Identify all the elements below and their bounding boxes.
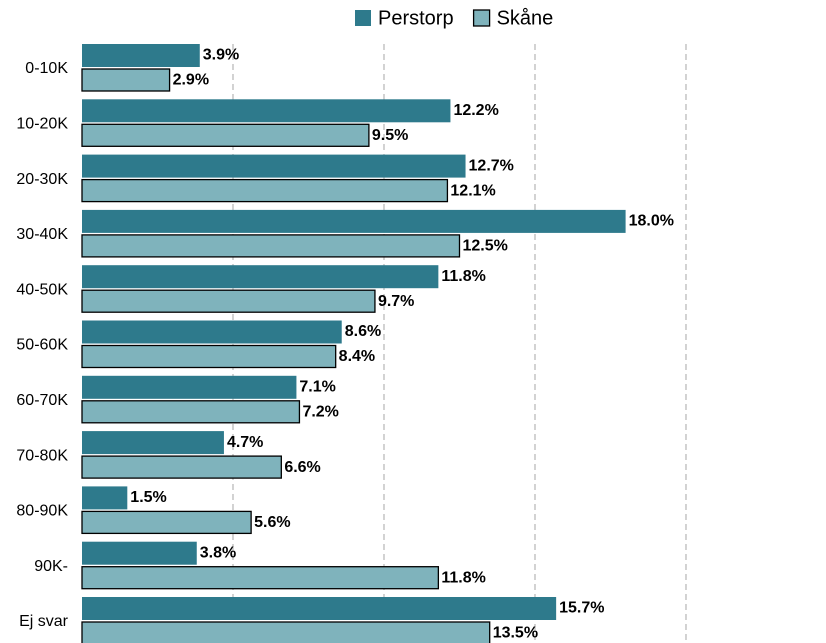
bar	[81, 289, 376, 313]
data-label: 3.9%	[203, 47, 239, 64]
legend-label: Perstorp	[378, 7, 454, 29]
data-label: 12.2%	[453, 102, 498, 119]
bar	[81, 510, 252, 535]
y-tick-label: 50-60K	[16, 337, 68, 354]
bar	[82, 44, 200, 67]
y-tick-label: Ej svar	[19, 613, 69, 630]
bar	[82, 209, 626, 233]
data-label: 2.9%	[173, 72, 209, 89]
bar	[81, 68, 171, 92]
data-label: 3.8%	[200, 544, 236, 561]
y-tick-label: 90K-	[34, 558, 68, 575]
data-label: 11.8%	[441, 268, 485, 285]
bar	[81, 123, 370, 147]
data-label: 9.7%	[378, 293, 414, 310]
data-label: 12.7%	[469, 157, 514, 174]
data-label: 4.7%	[227, 434, 263, 451]
data-label: 1.5%	[130, 489, 166, 506]
legend-swatch	[472, 9, 491, 27]
data-label: 6.6%	[284, 459, 320, 476]
y-tick-label: 80-90K	[16, 503, 68, 520]
bar	[81, 566, 440, 590]
data-label: 13.5%	[493, 625, 538, 642]
data-label: 18.0%	[629, 213, 674, 230]
bar	[82, 431, 224, 455]
y-tick-label: 30-40K	[16, 226, 68, 243]
data-label: 7.2%	[302, 404, 338, 421]
bar	[82, 99, 451, 123]
bar	[82, 375, 297, 399]
data-label: 7.1%	[299, 379, 335, 396]
data-label: 11.8%	[441, 569, 485, 586]
bar	[82, 154, 466, 178]
y-tick-label: 60-70K	[16, 392, 68, 409]
y-tick-label: 0-10K	[25, 60, 68, 77]
data-label: 15.7%	[559, 600, 604, 617]
bar	[81, 234, 461, 258]
y-tick-label: 10-20K	[16, 116, 68, 133]
data-label: 8.4%	[339, 348, 375, 365]
bar	[81, 178, 449, 203]
bar	[81, 455, 282, 479]
data-label: 8.6%	[345, 323, 381, 340]
bar	[81, 344, 337, 369]
y-tick-label: 70-80K	[16, 447, 68, 464]
y-tick-label: 40-50K	[16, 281, 68, 298]
bar	[82, 320, 342, 344]
data-label: 5.6%	[254, 514, 290, 531]
legend-label: Skåne	[497, 7, 554, 29]
data-label: 12.1%	[450, 182, 495, 199]
bar	[82, 265, 439, 289]
bar	[81, 621, 491, 643]
bar	[82, 597, 557, 620]
data-label: 12.5%	[463, 238, 508, 255]
bar	[82, 486, 128, 510]
bar	[82, 541, 197, 565]
data-label: 9.5%	[372, 127, 408, 144]
y-tick-label: 20-30K	[16, 171, 68, 188]
bar	[81, 400, 301, 424]
legend-swatch	[355, 10, 371, 26]
